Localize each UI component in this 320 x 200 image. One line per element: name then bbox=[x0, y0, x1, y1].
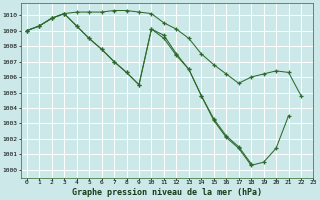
X-axis label: Graphe pression niveau de la mer (hPa): Graphe pression niveau de la mer (hPa) bbox=[72, 188, 262, 197]
